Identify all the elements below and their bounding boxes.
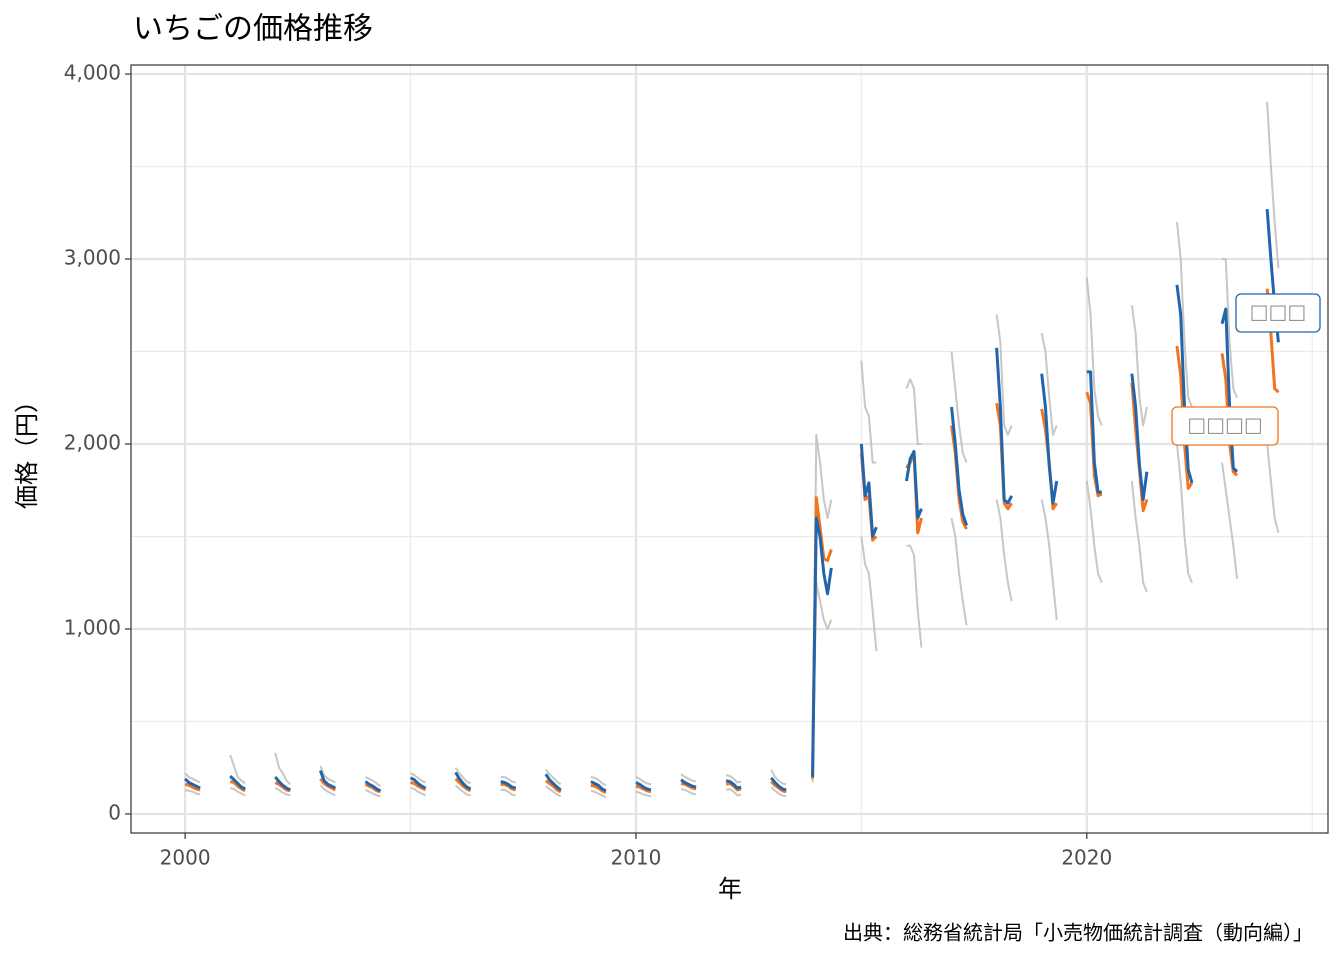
- x-tick-label: 2010: [610, 846, 661, 870]
- x-tick-label: 2020: [1061, 846, 1112, 870]
- series-label: □□□: [1250, 300, 1307, 324]
- series-label: □□□□: [1187, 413, 1263, 437]
- other-line: [184, 443, 1280, 799]
- other-line: [184, 101, 1280, 788]
- y-axis-title: 価格（円）: [13, 389, 41, 509]
- x-axis-title: 年: [718, 875, 742, 903]
- plot-border: [130, 64, 1329, 834]
- series-label-box: [1235, 293, 1321, 333]
- y-tick-label: 3,000: [64, 246, 121, 270]
- x-tick-label: 2000: [160, 846, 211, 870]
- y-tick-label: 1,000: [64, 615, 121, 639]
- y-tick-label: 2,000: [64, 431, 121, 455]
- y-tick-label: 0: [108, 800, 121, 824]
- chart-title: いちごの価格推移: [133, 12, 373, 47]
- y-tick-label: 4,000: [64, 61, 121, 85]
- series-label-box: [1171, 406, 1279, 446]
- caption: 出典：総務省統計局「小売物価統計調査（動向編）」: [843, 921, 1313, 945]
